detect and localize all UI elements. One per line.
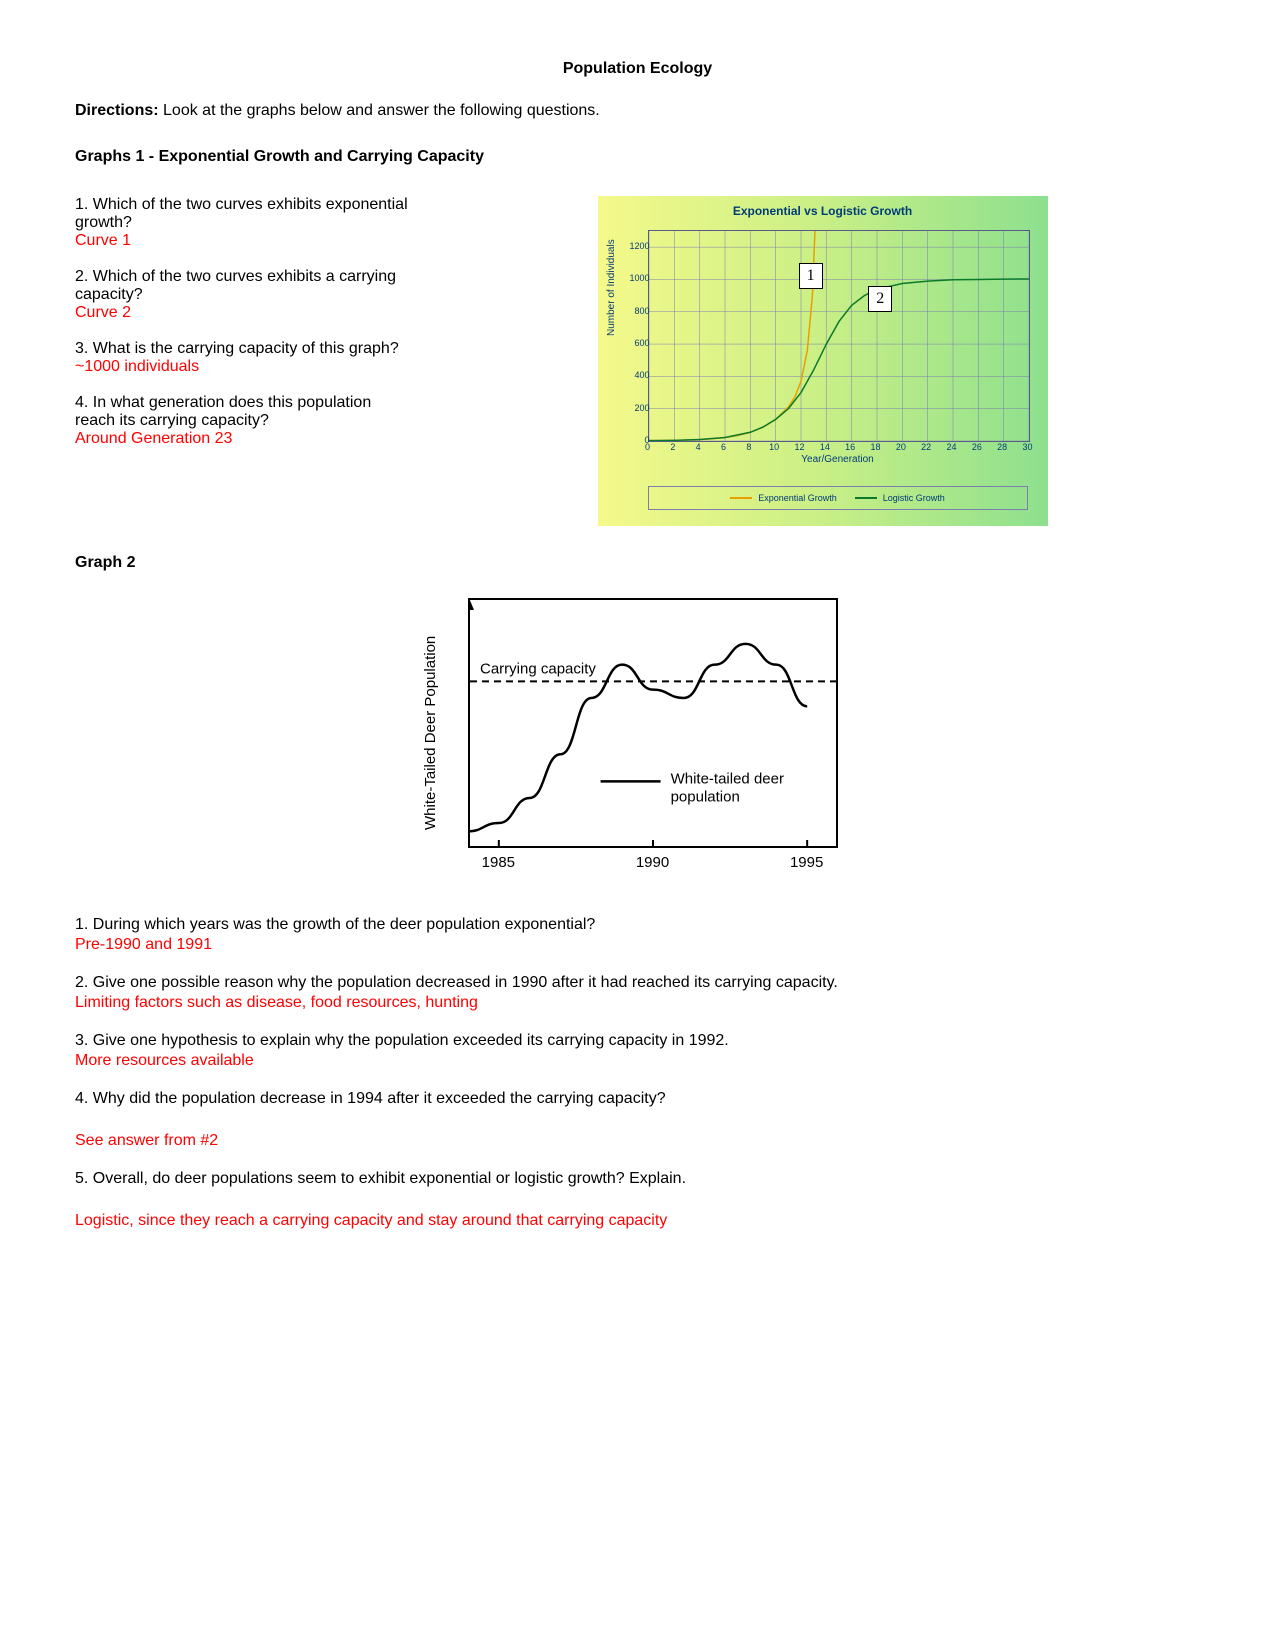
page-title: Population Ecology	[75, 60, 1200, 78]
legend-swatch	[855, 497, 877, 499]
chart1-container: Exponential vs Logistic Growth Number of…	[445, 196, 1200, 526]
qa2-item: 5. Overall, do deer populations seem to …	[75, 1170, 1200, 1230]
question-text: 1. Which of the two curves exhibits expo…	[75, 196, 415, 232]
answer-text: See answer from #2	[75, 1132, 1200, 1150]
directions-text: Look at the graphs below and answer the …	[159, 102, 600, 119]
qa2-item: 4. Why did the population decrease in 19…	[75, 1090, 1200, 1150]
answer-text: Pre-1990 and 1991	[75, 936, 1200, 954]
chart1-legend: Exponential Growth Logistic Growth	[648, 486, 1028, 510]
question-text: 4. In what generation does this populati…	[75, 394, 415, 430]
chart1-plot-area	[648, 230, 1030, 442]
chart2: White-Tailed Deer Population Carrying ca…	[428, 590, 848, 890]
chart2-xtick: 1985	[478, 854, 518, 871]
qa1-item: 2. Which of the two curves exhibits a ca…	[75, 268, 415, 322]
curve-label: 2	[868, 286, 892, 312]
chart2-xtick: 1995	[787, 854, 827, 871]
answer-text: Curve 1	[75, 232, 415, 250]
legend-swatch	[730, 497, 752, 499]
chart2-xtick: 1990	[633, 854, 673, 871]
section2-heading: Graph 2	[75, 554, 1200, 572]
qa2-column: 1. During which years was the growth of …	[75, 916, 1200, 1230]
question-text: 2. Give one possible reason why the popu…	[75, 974, 1200, 992]
answer-text: Logistic, since they reach a carrying ca…	[75, 1212, 1200, 1230]
qa1-item: 1. Which of the two curves exhibits expo…	[75, 196, 415, 250]
qa1-item: 3. What is the carrying capacity of this…	[75, 340, 415, 376]
legend-label: Exponential Growth	[758, 493, 837, 503]
svg-text:Carrying capacity: Carrying capacity	[480, 660, 596, 677]
curve-label: 1	[799, 263, 823, 289]
question-text: 1. During which years was the growth of …	[75, 916, 1200, 934]
legend-item-exponential: Exponential Growth	[730, 493, 837, 503]
qa1-item: 4. In what generation does this populati…	[75, 394, 415, 448]
question-text: 5. Overall, do deer populations seem to …	[75, 1170, 1200, 1188]
legend-label: Logistic Growth	[883, 493, 945, 503]
chart1: Exponential vs Logistic Growth Number of…	[598, 196, 1048, 526]
legend-item-logistic: Logistic Growth	[855, 493, 945, 503]
answer-text: ~1000 individuals	[75, 358, 199, 375]
question-text: 3. What is the carrying capacity of this…	[75, 340, 399, 357]
answer-text: Around Generation 23	[75, 430, 415, 448]
chart2-plot-area: Carrying capacity White-tailed deerpopula…	[468, 598, 838, 848]
qa2-item: 1. During which years was the growth of …	[75, 916, 1200, 954]
question-text: 3. Give one hypothesis to explain why th…	[75, 1032, 1200, 1050]
directions-line: Directions: Look at the graphs below and…	[75, 102, 1200, 120]
qa2-item: 2. Give one possible reason why the popu…	[75, 974, 1200, 1012]
chart1-xlabel: Year/Generation	[648, 454, 1028, 465]
section1-heading: Graphs 1 - Exponential Growth and Carryi…	[75, 148, 1200, 166]
svg-text:population: population	[670, 788, 739, 805]
qa1-column: 1. Which of the two curves exhibits expo…	[75, 196, 415, 526]
directions-label: Directions:	[75, 102, 159, 119]
chart1-ylabel: Number of Individuals	[606, 239, 617, 336]
answer-text: More resources available	[75, 1052, 1200, 1070]
chart2-ylabel: White-Tailed Deer Population	[422, 636, 439, 830]
answer-text: Curve 2	[75, 304, 415, 322]
row-graph1: 1. Which of the two curves exhibits expo…	[75, 196, 1200, 526]
chart1-title: Exponential vs Logistic Growth	[598, 204, 1048, 218]
answer-text: Limiting factors such as disease, food r…	[75, 994, 1200, 1012]
question-text: 2. Which of the two curves exhibits a ca…	[75, 268, 415, 304]
svg-text:White-tailed deer: White-tailed deer	[670, 770, 783, 787]
chart2-container: White-Tailed Deer Population Carrying ca…	[75, 590, 1200, 890]
qa2-item: 3. Give one hypothesis to explain why th…	[75, 1032, 1200, 1070]
question-text: 4. Why did the population decrease in 19…	[75, 1090, 1200, 1108]
